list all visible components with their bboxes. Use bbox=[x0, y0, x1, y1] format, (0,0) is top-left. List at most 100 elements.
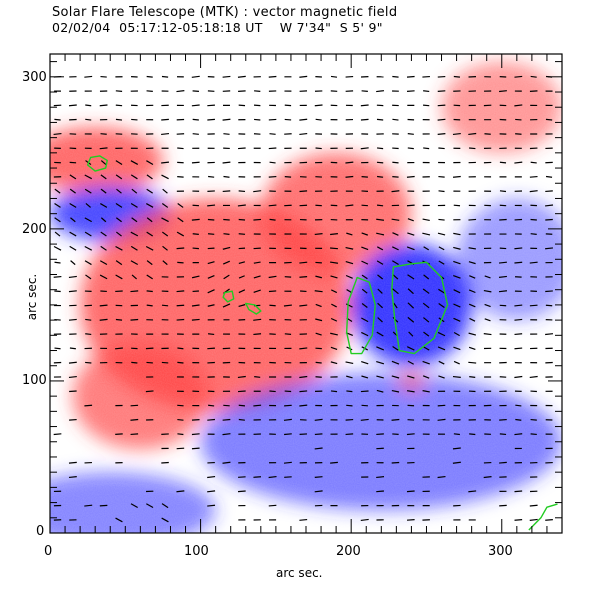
field-vector bbox=[270, 162, 276, 163]
field-vector bbox=[316, 148, 322, 149]
field-vector bbox=[253, 219, 261, 220]
field-vector bbox=[269, 305, 275, 306]
field-vector bbox=[361, 105, 369, 106]
field-vector bbox=[361, 119, 369, 120]
field-vector bbox=[100, 77, 106, 78]
field-vector bbox=[192, 162, 200, 163]
field-vector bbox=[361, 391, 369, 392]
field-vector bbox=[85, 105, 91, 106]
field-vector bbox=[438, 119, 446, 120]
field-vector bbox=[177, 448, 185, 449]
field-vector bbox=[177, 262, 183, 263]
field-vector bbox=[69, 319, 77, 320]
field-vector bbox=[500, 434, 506, 435]
field-vector bbox=[208, 177, 214, 178]
field-vector bbox=[223, 234, 229, 235]
field-vector bbox=[546, 305, 552, 306]
field-vector bbox=[115, 434, 123, 435]
x-tick-label: 100 bbox=[184, 544, 209, 559]
field-vector bbox=[269, 505, 277, 506]
field-vector bbox=[545, 291, 553, 292]
field-vector bbox=[407, 491, 415, 492]
field-vector bbox=[269, 77, 277, 78]
field-vector bbox=[330, 462, 338, 463]
field-vector bbox=[131, 434, 139, 435]
field-vector bbox=[116, 319, 122, 320]
field-vector bbox=[407, 520, 415, 521]
field-vector bbox=[299, 520, 307, 521]
field-vector bbox=[223, 134, 229, 135]
field-vector bbox=[499, 91, 507, 92]
field-vector bbox=[376, 491, 384, 492]
field-vector bbox=[515, 420, 521, 421]
field-vector bbox=[177, 320, 185, 321]
field-vector bbox=[223, 76, 231, 77]
field-vector bbox=[269, 391, 275, 392]
field-vector bbox=[192, 434, 200, 435]
field-vector bbox=[315, 434, 323, 435]
field-vector bbox=[316, 119, 322, 120]
field-vector bbox=[207, 205, 215, 206]
field-vector bbox=[514, 319, 522, 320]
field-vector bbox=[469, 148, 475, 149]
field-vector bbox=[238, 491, 246, 492]
field-vector bbox=[147, 291, 153, 292]
field-vector bbox=[545, 191, 553, 192]
field-vector bbox=[546, 177, 552, 178]
field-vector bbox=[115, 348, 123, 349]
field-vector bbox=[116, 119, 122, 120]
field-vector bbox=[84, 405, 92, 406]
field-vector bbox=[376, 434, 384, 435]
field-vector bbox=[531, 162, 537, 163]
field-vector bbox=[530, 305, 538, 306]
field-vector bbox=[299, 119, 307, 120]
field-vector bbox=[207, 420, 215, 421]
field-vector bbox=[100, 505, 108, 506]
field-vector bbox=[423, 105, 429, 106]
field-vector bbox=[130, 419, 138, 420]
field-vector bbox=[69, 477, 77, 478]
field-vector bbox=[407, 177, 415, 178]
field-vector bbox=[438, 105, 446, 106]
field-vector bbox=[392, 177, 398, 178]
field-vector bbox=[531, 76, 537, 77]
field-vector bbox=[177, 405, 183, 406]
field-vector bbox=[469, 377, 475, 378]
field-vector bbox=[177, 348, 183, 349]
field-vector bbox=[192, 448, 200, 449]
field-vector bbox=[238, 391, 246, 392]
field-vector bbox=[515, 119, 521, 120]
field-vector bbox=[177, 434, 183, 435]
field-vector bbox=[453, 177, 461, 178]
field-vector bbox=[423, 148, 429, 149]
field-vector bbox=[468, 219, 476, 220]
field-vector bbox=[239, 191, 245, 192]
x-tick-label: 0 bbox=[44, 544, 52, 559]
field-vector bbox=[530, 505, 538, 506]
x-tick-label: 200 bbox=[336, 544, 361, 559]
field-vector bbox=[514, 262, 522, 263]
noise-texture bbox=[50, 54, 562, 533]
field-vector bbox=[453, 134, 461, 135]
field-vector bbox=[514, 348, 522, 349]
field-vector bbox=[408, 134, 414, 135]
x-axis-label: arc sec. bbox=[276, 566, 322, 580]
field-vector bbox=[270, 219, 276, 220]
field-vector bbox=[514, 76, 522, 77]
field-vector bbox=[453, 448, 461, 449]
field-vector bbox=[377, 162, 383, 163]
field-vector bbox=[377, 177, 383, 178]
field-vector bbox=[207, 105, 215, 106]
field-vector bbox=[407, 77, 415, 78]
field-vector bbox=[192, 420, 200, 421]
field-vector bbox=[531, 420, 537, 421]
field-vector bbox=[54, 434, 62, 435]
field-vector bbox=[346, 420, 354, 421]
field-vector bbox=[515, 520, 523, 521]
field-vector bbox=[177, 291, 185, 292]
field-vector bbox=[454, 76, 460, 77]
field-vector bbox=[85, 334, 91, 335]
field-vector bbox=[515, 491, 523, 492]
field-vector bbox=[116, 91, 122, 92]
